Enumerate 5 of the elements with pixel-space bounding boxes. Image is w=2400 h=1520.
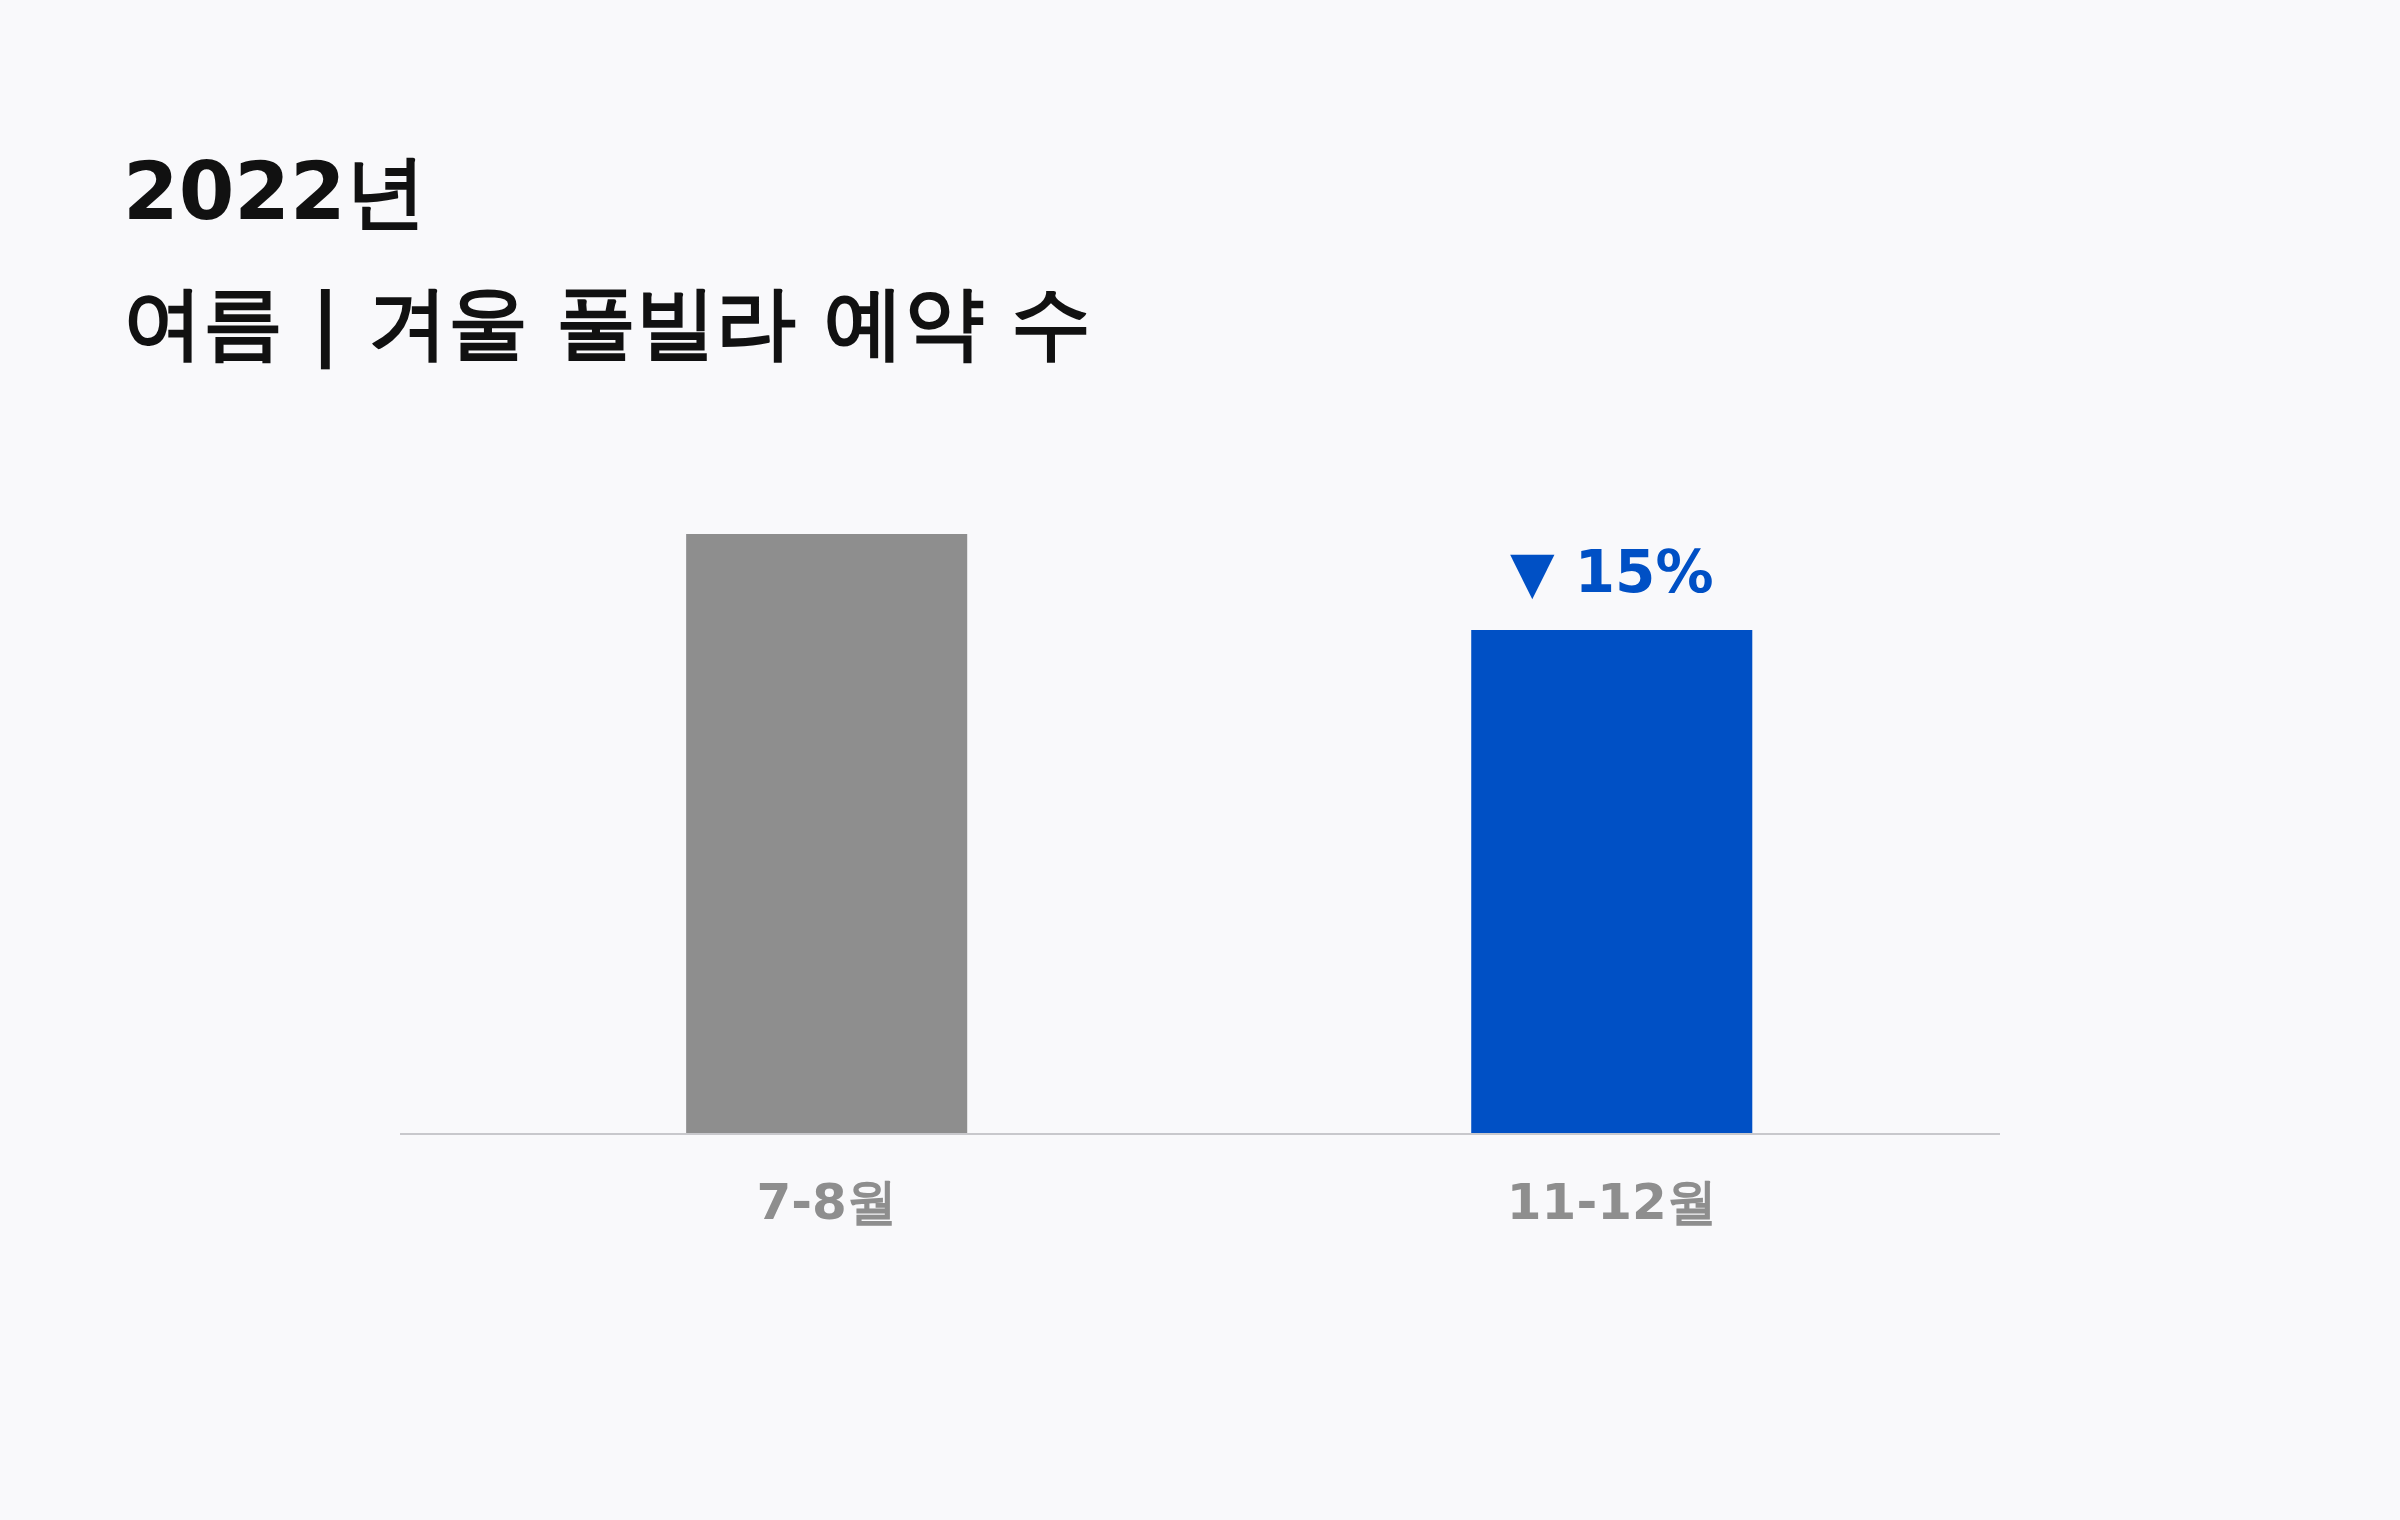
x-tick-label: 7-8월 bbox=[756, 1173, 897, 1231]
chart-subtitle: 여름 | 겨울 풀빌라 예약 수 bbox=[123, 276, 1092, 370]
chart-title: 2022년 bbox=[123, 145, 426, 238]
annotation: ▼ 15% bbox=[1509, 538, 1714, 606]
x-tick-label: 11-12월 bbox=[1506, 1173, 1717, 1231]
